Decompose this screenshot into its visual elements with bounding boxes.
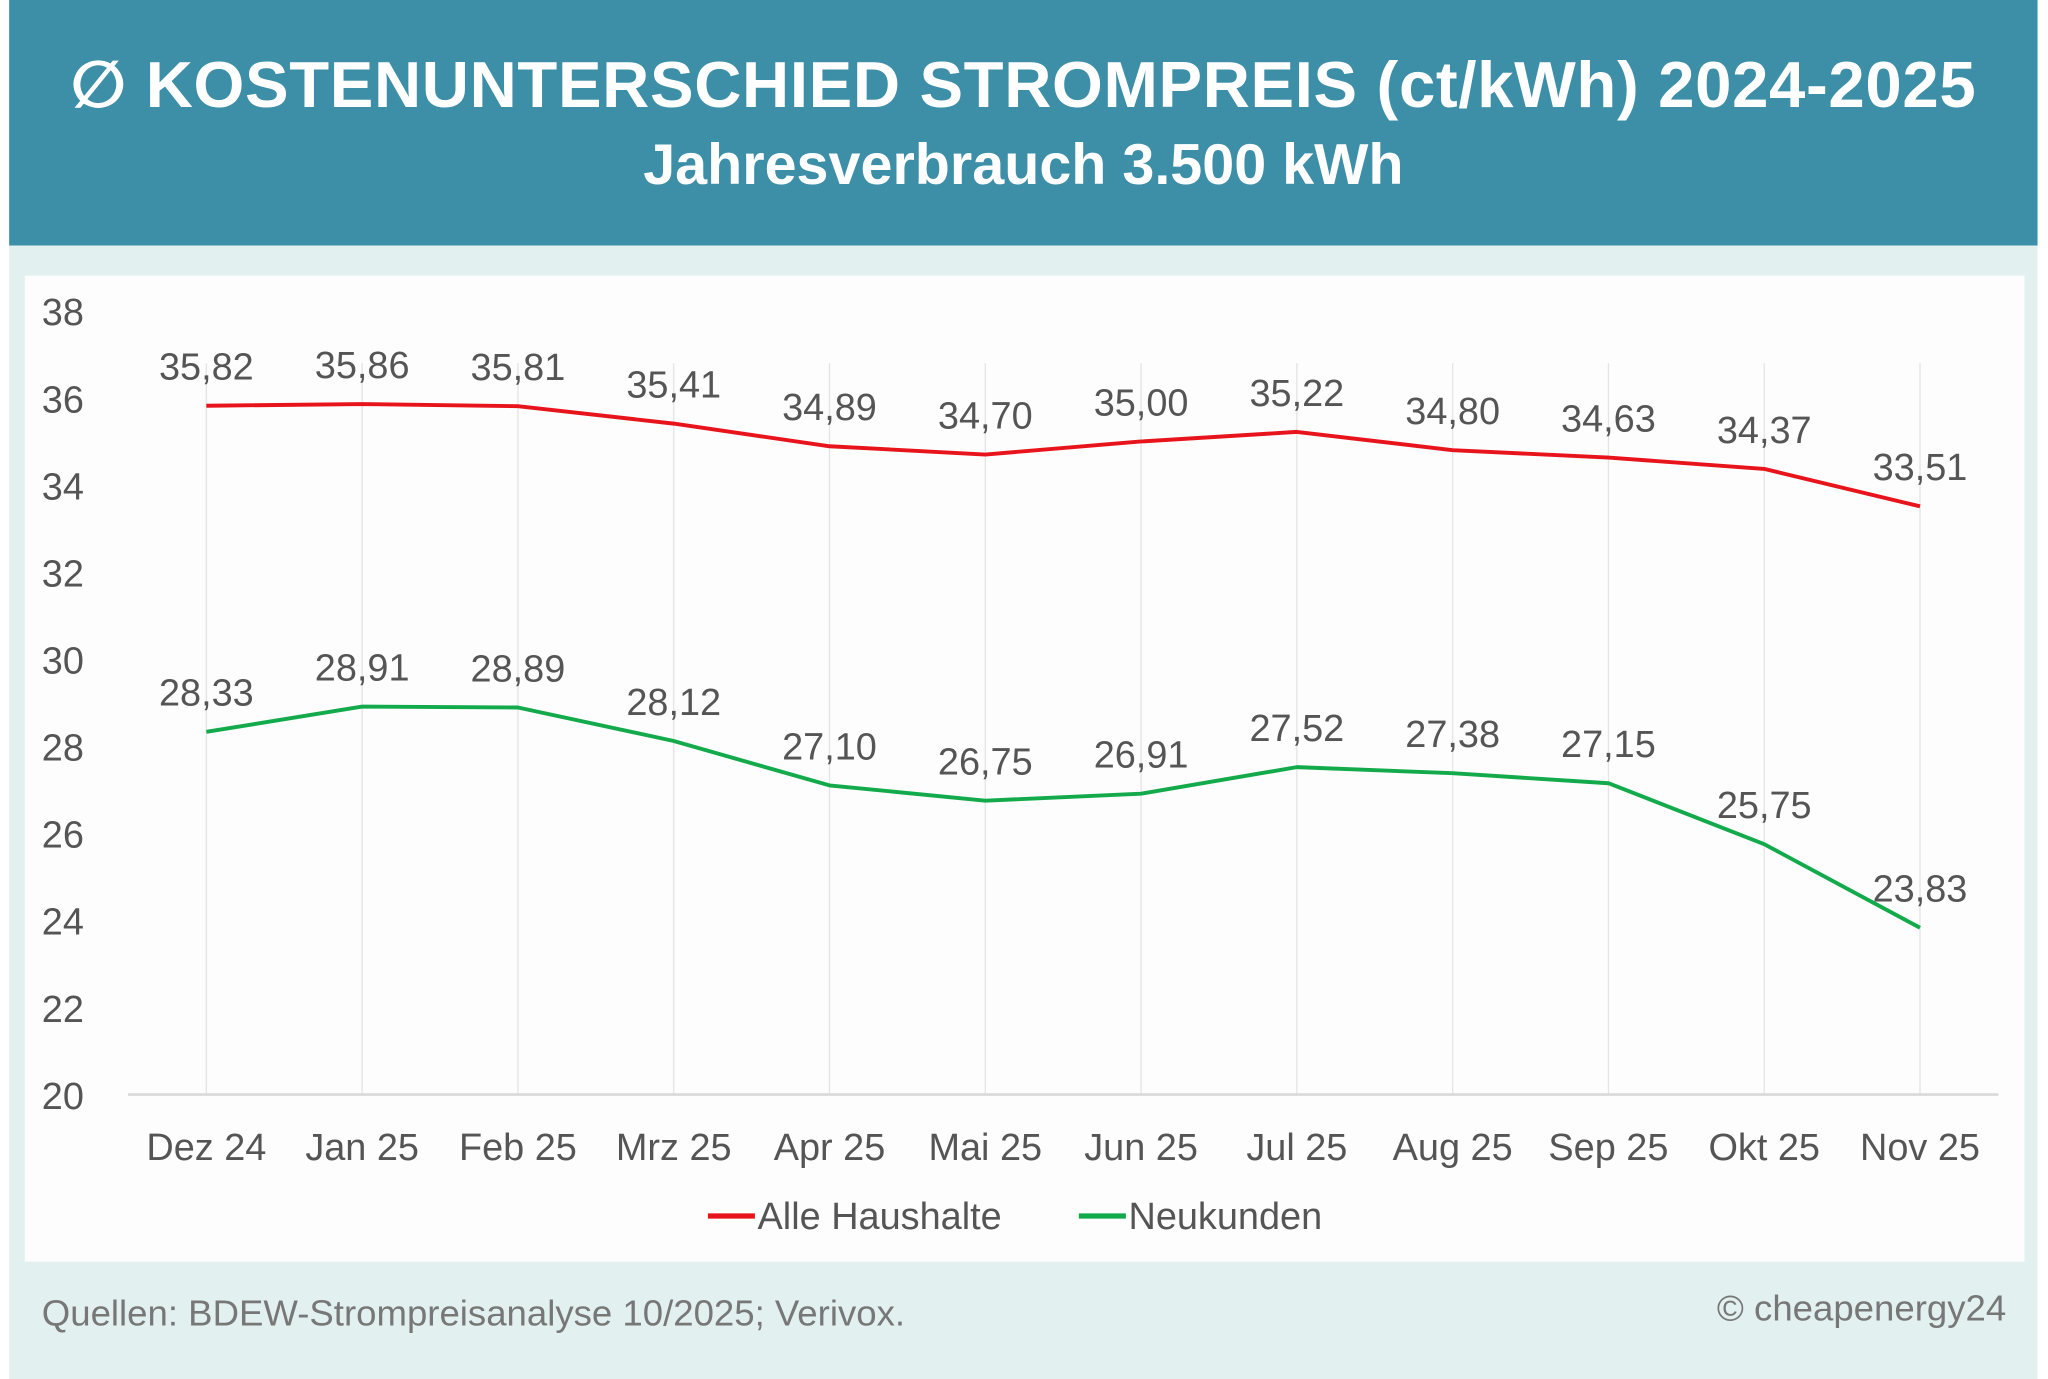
series-line-neukunden [206, 707, 1920, 928]
x-tick-label: Jan 25 [305, 1127, 419, 1169]
data-label: 27,52 [1249, 708, 1344, 750]
data-label: 34,80 [1405, 391, 1500, 433]
data-label: 26,75 [938, 742, 1033, 784]
data-label: 35,82 [159, 347, 254, 389]
data-label: 34,63 [1561, 398, 1656, 440]
x-tick-label: Jul 25 [1246, 1127, 1347, 1169]
data-label: 28,33 [159, 673, 254, 715]
x-tick-label: Feb 25 [459, 1127, 577, 1169]
x-tick-label: Jun 25 [1084, 1127, 1198, 1169]
data-label: 33,51 [1873, 447, 1968, 489]
data-label: 35,00 [1094, 382, 1189, 424]
y-tick-label: 26 [42, 815, 84, 857]
x-tick-label: Dez 24 [146, 1127, 266, 1169]
data-label: 28,91 [315, 647, 410, 689]
y-tick-label: 30 [42, 641, 84, 683]
legend-label: Alle Haushalte [758, 1196, 1002, 1238]
data-label: 27,15 [1561, 724, 1656, 766]
series-line-alle-haushalte [206, 404, 1920, 506]
x-tick-label: Mai 25 [928, 1127, 1042, 1169]
data-label: 34,37 [1717, 410, 1812, 452]
data-label: 28,89 [471, 648, 566, 690]
x-tick-label: Nov 25 [1860, 1127, 1980, 1169]
y-tick-label: 24 [42, 902, 84, 944]
data-label: 35,22 [1249, 373, 1344, 415]
y-tick-label: 28 [42, 728, 84, 770]
data-label: 35,86 [315, 345, 410, 387]
x-tick-label: Okt 25 [1708, 1127, 1820, 1169]
y-tick-label: 20 [42, 1076, 84, 1118]
data-label: 23,83 [1873, 869, 1968, 911]
x-tick-label: Aug 25 [1393, 1127, 1513, 1169]
x-tick-label: Apr 25 [774, 1127, 886, 1169]
data-label: 34,89 [782, 387, 877, 429]
data-label: 26,91 [1094, 735, 1189, 777]
y-tick-label: 22 [42, 989, 84, 1031]
data-label: 27,38 [1405, 714, 1500, 756]
data-label: 35,41 [626, 364, 721, 406]
x-tick-label: Mrz 25 [616, 1127, 732, 1169]
data-label: 34,70 [938, 395, 1033, 437]
data-label: 25,75 [1717, 785, 1812, 827]
copyright: © cheapenergy24 [1717, 1288, 2006, 1330]
legend-label: Neukunden [1128, 1196, 1322, 1238]
y-tick-label: 38 [42, 292, 84, 334]
y-tick-label: 34 [42, 466, 84, 508]
data-label: 28,12 [626, 682, 721, 724]
y-tick-label: 36 [42, 379, 84, 421]
source-note: Quellen: BDEW-Strompreisanalyse 10/2025;… [42, 1293, 905, 1335]
y-tick-label: 32 [42, 553, 84, 595]
data-label: 35,81 [471, 347, 566, 389]
data-label: 27,10 [782, 726, 877, 768]
x-tick-label: Sep 25 [1548, 1127, 1668, 1169]
